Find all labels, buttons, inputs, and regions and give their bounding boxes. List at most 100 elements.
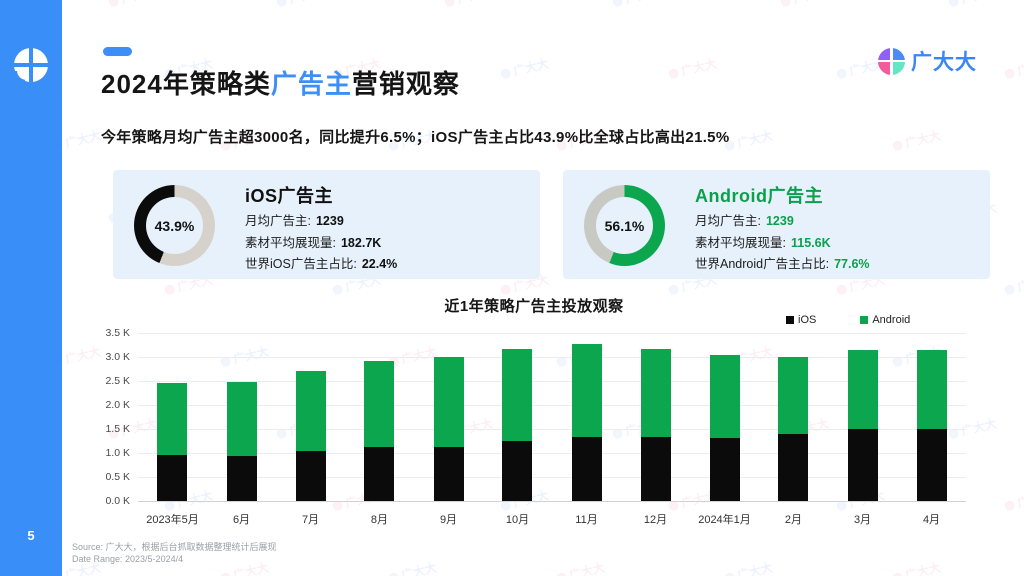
bar-2024年1月 xyxy=(709,355,740,501)
ios-stat-row: 世界iOS广告主占比: 22.4% xyxy=(245,254,397,276)
bar-segment-iOS xyxy=(157,454,188,501)
x-tick-label: 3月 xyxy=(853,514,872,526)
stat-label: 素材平均展现量: xyxy=(695,235,786,250)
brand-watermark: 广大大 xyxy=(387,558,439,576)
sidebar-brand-pie-icon xyxy=(12,46,50,84)
watermark-text: 广大大 xyxy=(1015,272,1024,295)
y-tick-label: 3.0 K xyxy=(105,351,130,363)
bar-segment-iOS xyxy=(295,450,326,501)
bar-segment-Android xyxy=(709,355,740,438)
gridline xyxy=(138,501,966,502)
stat-label: 素材平均展现量: xyxy=(245,235,336,250)
gridline xyxy=(138,429,966,430)
watermark-pie-icon xyxy=(835,283,848,296)
watermark-text: 广大大 xyxy=(903,128,943,151)
brand-watermark: 广大大 xyxy=(891,558,943,576)
stat-label: 世界iOS广告主占比: xyxy=(245,257,357,271)
bar-segment-Android xyxy=(847,350,878,430)
bar-segment-iOS xyxy=(226,455,257,501)
watermark-text: 广大大 xyxy=(959,0,998,8)
watermark-pie-icon xyxy=(1003,67,1016,80)
stat-label: 世界Android广告主占比: xyxy=(695,257,830,271)
ios-donut-chart: 43.9% xyxy=(134,185,215,266)
watermark-pie-icon xyxy=(275,0,288,8)
bar-segment-iOS xyxy=(433,446,464,501)
ios-stat-row: 月均广告主: 1239 xyxy=(245,211,397,233)
watermark-text: 广大大 xyxy=(63,128,103,151)
watermark-text: 广大大 xyxy=(735,128,775,151)
brand-watermark: 广大大 xyxy=(891,126,943,154)
brand-watermark: 广大大 xyxy=(779,0,831,11)
bar-segment-Android xyxy=(502,348,533,441)
chart-title: 近1年策略广告主投放观察 xyxy=(444,298,624,315)
gridline xyxy=(138,381,966,382)
bar-segment-Android xyxy=(916,349,947,429)
brand-watermark: 广大大 xyxy=(499,54,551,82)
watermark-pie-icon xyxy=(891,139,904,152)
watermark-text: 广大大 xyxy=(623,0,662,8)
watermark-text: 广大大 xyxy=(511,56,551,79)
bar-segment-Android xyxy=(157,383,188,455)
watermark-text: 广大大 xyxy=(791,0,830,8)
title-suffix: 营销观察 xyxy=(351,69,460,99)
chart-plot-area: 2023年5月 6月 7月 8月 9月 10月 11月 12月 2024年1月 2月 3月 4月 xyxy=(138,333,966,526)
bar-segment-Android xyxy=(433,357,464,447)
source-note: Source: 广大大，根据后台抓取数据整理统计后展现 xyxy=(72,542,277,552)
android-stats: 月均广告主: 1239 素材平均展现量: 115.6K 世界Android广告主占比… xyxy=(695,211,870,276)
gridline xyxy=(138,357,966,358)
brand-pie-icon xyxy=(877,46,906,75)
watermark-text: 广大大 xyxy=(1015,56,1024,79)
bar-7月 xyxy=(295,371,326,501)
y-tick-label: 2.0 K xyxy=(105,399,130,411)
bar-segment-Android xyxy=(364,360,395,448)
ios-stats: 月均广告主: 1239 素材平均展现量: 182.7K 世界iOS广告主占比: 22.… xyxy=(245,211,397,276)
bar-segment-Android xyxy=(640,348,671,438)
brand-watermark: 广大大 xyxy=(611,0,663,11)
y-tick-label: 2.5 K xyxy=(105,375,130,387)
title-highlight: 广告主 xyxy=(270,69,352,99)
bar-2月 xyxy=(778,357,809,501)
y-tick-label: 1.0 K xyxy=(105,447,130,459)
bar-segment-Android xyxy=(571,344,602,437)
bar-segment-Android xyxy=(226,381,257,456)
watermark-text: 广大大 xyxy=(399,560,439,576)
gridline xyxy=(138,405,966,406)
watermark-pie-icon xyxy=(331,283,344,296)
title-prefix: 2024年策略类 xyxy=(101,69,271,99)
chart-legend: iOS Android xyxy=(786,314,910,326)
legend-label: iOS xyxy=(798,314,817,326)
brand-watermark: 广大大 xyxy=(947,0,999,11)
bar-segment-iOS xyxy=(640,437,671,501)
stat-value: 22.4% xyxy=(361,257,398,271)
y-tick-label: 3.5 K xyxy=(105,327,130,339)
x-tick-label: 10月 xyxy=(505,514,530,526)
x-tick-label: 9月 xyxy=(439,514,458,526)
brand-watermark: 广大大 xyxy=(1003,54,1024,82)
bar-segment-Android xyxy=(778,357,809,434)
y-tick-label: 1.5 K xyxy=(105,423,130,435)
watermark-pie-icon xyxy=(779,0,792,8)
watermark-text: 广大大 xyxy=(567,560,607,576)
android-stat-row: 世界Android广告主占比: 77.6% xyxy=(695,254,870,276)
watermark-text: 广大大 xyxy=(119,0,158,8)
bar-12月 xyxy=(640,348,671,501)
watermark-pie-icon xyxy=(443,0,456,8)
x-tick-label: 7月 xyxy=(301,514,320,526)
android-card-title: Android广告主 xyxy=(695,186,823,206)
bar-8月 xyxy=(364,360,395,501)
bar-segment-Android xyxy=(295,371,326,451)
gridline xyxy=(138,453,966,454)
x-tick-label: 2月 xyxy=(784,514,803,526)
x-tick-label: 4月 xyxy=(922,514,941,526)
ios-donut-hole xyxy=(146,197,203,254)
watermark-pie-icon xyxy=(499,67,512,80)
legend-item-iOS: iOS xyxy=(786,314,816,326)
legend-item-Android: Android xyxy=(860,314,910,326)
stacked-bar-chart: 0.0 K 0.5 K 1.0 K 1.5 K 2.0 K 2.5 K 3.0 K 3.5 K… xyxy=(100,327,968,537)
legend-swatch-icon xyxy=(786,316,794,324)
stat-value: 77.6% xyxy=(834,257,870,271)
gridline xyxy=(138,477,966,478)
stat-value: 182.7K xyxy=(340,235,382,250)
bar-9月 xyxy=(433,357,464,501)
watermark-pie-icon xyxy=(387,571,400,576)
